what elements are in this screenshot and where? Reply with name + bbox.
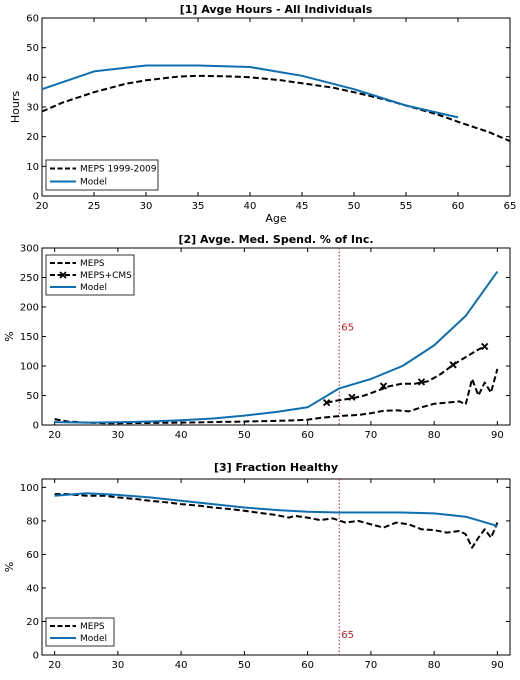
data-point-marker bbox=[449, 361, 457, 369]
x-tick-label: 80 bbox=[428, 660, 441, 671]
data-point-marker bbox=[348, 393, 356, 401]
x-tick-label: 20 bbox=[48, 660, 61, 671]
series-line-meps-1999-2009 bbox=[41, 74, 511, 143]
x-tick-label: 50 bbox=[348, 201, 361, 212]
chart-panel-2: 20 30 40 50 60 70 80 90 0 50 100 150 200 250 300 [2] Av… bbox=[3, 233, 511, 441]
legend-label: Model bbox=[80, 178, 107, 188]
y-tick-label: 200 bbox=[20, 303, 39, 314]
x-tick-label: 35 bbox=[192, 201, 205, 212]
y-tick-label: 250 bbox=[20, 273, 39, 284]
data-point-marker bbox=[379, 382, 388, 390]
y-axis-label: Hours bbox=[9, 91, 22, 123]
x-tick-label: 30 bbox=[112, 660, 125, 671]
y-tick-label: 300 bbox=[20, 244, 39, 255]
x-tick-label: 70 bbox=[364, 660, 377, 671]
x-tick-label: 60 bbox=[301, 660, 314, 671]
y-tick-label: 0 bbox=[33, 651, 39, 662]
legend-label: Model bbox=[80, 283, 107, 293]
y-tick-label: 40 bbox=[26, 73, 39, 84]
legend-box bbox=[45, 159, 159, 191]
y-tick-label: 0 bbox=[33, 192, 39, 203]
x-tick-label: 20 bbox=[48, 430, 61, 441]
data-point-marker bbox=[417, 378, 426, 386]
y-tick-label: 50 bbox=[26, 43, 39, 54]
x-tick-label: 20 bbox=[36, 201, 49, 212]
chart-title: [3] Fraction Healthy bbox=[214, 461, 338, 474]
legend-label: Model bbox=[80, 634, 107, 644]
age-65-label: 65 bbox=[341, 630, 354, 641]
x-tick-label: 60 bbox=[301, 430, 314, 441]
x-tick-label: 90 bbox=[491, 430, 504, 441]
age-65-label: 65 bbox=[341, 323, 354, 334]
x-tick-label: 30 bbox=[140, 201, 153, 212]
chart-title: [2] Avge. Med. Spend. % of Inc. bbox=[178, 233, 373, 246]
series-line-model bbox=[41, 64, 459, 119]
y-tick-label: 60 bbox=[26, 14, 39, 25]
x-tick-label: 65 bbox=[504, 201, 517, 212]
y-tick-label: 100 bbox=[20, 483, 39, 494]
legend: MEPS MEPS+CMS Model bbox=[45, 254, 135, 296]
x-tick-label: 50 bbox=[238, 660, 251, 671]
x-tick-label: 60 bbox=[452, 201, 465, 212]
x-axis-label: Age bbox=[265, 212, 287, 225]
plot-area bbox=[41, 478, 511, 656]
y-tick-label: 10 bbox=[26, 162, 39, 173]
x-tick-label: 45 bbox=[296, 201, 309, 212]
x-tick-label: 30 bbox=[112, 430, 125, 441]
x-tick-label: 25 bbox=[88, 201, 101, 212]
x-tick-label: 55 bbox=[400, 201, 413, 212]
y-tick-label: 40 bbox=[26, 583, 39, 594]
y-tick-label: 20 bbox=[26, 132, 39, 143]
legend-label: MEPS bbox=[80, 259, 105, 269]
series-line-model bbox=[54, 492, 498, 527]
x-tick-label: 50 bbox=[238, 430, 251, 441]
series-line-model bbox=[54, 271, 499, 424]
y-tick-label: 80 bbox=[26, 516, 39, 527]
y-tick-label: 20 bbox=[26, 617, 39, 628]
legend-marker bbox=[59, 271, 67, 279]
legend: MEPS Model bbox=[45, 617, 115, 647]
series-line-meps-cms bbox=[326, 345, 486, 404]
data-point-marker bbox=[481, 342, 489, 351]
chart-panel-1: 20 25 30 35 40 45 50 55 60 65 0 10 20 30 40 50 60 [1] Avg… bbox=[9, 3, 516, 225]
data-point-marker bbox=[322, 398, 331, 407]
legend: MEPS 1999-2009 Model bbox=[45, 159, 159, 191]
x-tick-label: 40 bbox=[244, 201, 257, 212]
series-line-meps bbox=[54, 368, 499, 425]
legend-label: MEPS+CMS bbox=[80, 271, 132, 281]
x-tick-label: 40 bbox=[175, 430, 188, 441]
y-tick-label: 60 bbox=[26, 550, 39, 561]
y-tick-label: 50 bbox=[26, 391, 39, 402]
y-tick-label: 30 bbox=[26, 103, 39, 114]
x-tick-label: 40 bbox=[175, 660, 188, 671]
chart-panel-3: 20 30 40 50 60 70 80 90 0 20 40 60 80 100 [3] Fraction… bbox=[3, 461, 511, 671]
x-tick-label: 70 bbox=[364, 430, 377, 441]
y-tick-label: 0 bbox=[33, 421, 39, 432]
y-tick-label: 100 bbox=[20, 362, 39, 373]
legend-label: MEPS 1999-2009 bbox=[80, 165, 157, 175]
series-line-meps bbox=[54, 493, 499, 549]
y-axis-label: % bbox=[3, 562, 16, 572]
y-axis-label: % bbox=[3, 331, 16, 341]
chart-title: [1] Avge Hours - All Individuals bbox=[180, 3, 373, 16]
legend-label: MEPS bbox=[80, 622, 105, 632]
legend-box bbox=[45, 617, 115, 647]
x-tick-label: 80 bbox=[428, 430, 441, 441]
y-tick-label: 150 bbox=[20, 332, 39, 343]
x-tick-label: 90 bbox=[491, 660, 504, 671]
